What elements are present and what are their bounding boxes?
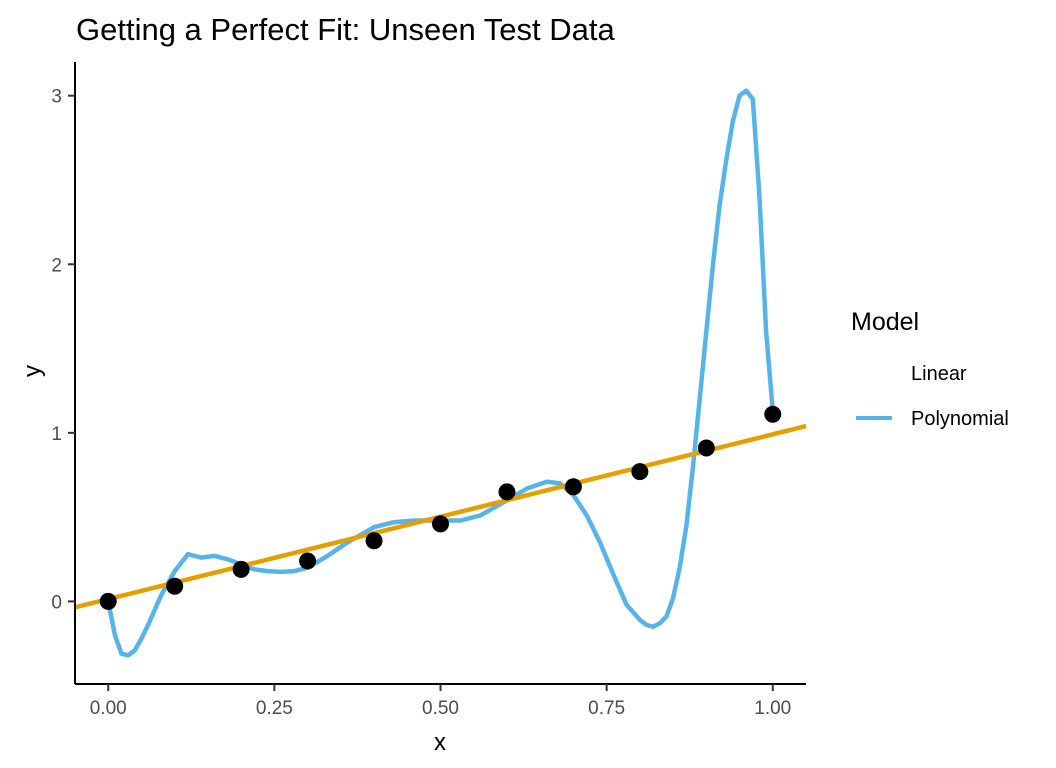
- data-point: [166, 577, 184, 595]
- x-tick-label: 0.50: [422, 698, 459, 719]
- x-axis-ticks: 0.00 0.25 0.50 0.75 1.00: [90, 684, 791, 719]
- legend: Model Linear Polynomial: [851, 308, 1009, 430]
- y-tick-label: 2: [51, 255, 62, 276]
- y-axis-ticks: 0 1 2 3: [51, 87, 75, 613]
- data-point: [299, 552, 317, 570]
- data-point: [764, 405, 782, 423]
- legend-label-linear: Linear: [911, 363, 967, 385]
- data-point: [99, 592, 117, 610]
- legend-label-polynomial: Polynomial: [911, 408, 1009, 430]
- polynomial-layer: [105, 88, 776, 658]
- data-point: [564, 478, 582, 496]
- data-point: [365, 532, 383, 550]
- y-tick-label: 3: [51, 87, 62, 108]
- data-point: [432, 515, 449, 533]
- data-point: [498, 483, 516, 501]
- series-line-polynomial: [105, 88, 776, 658]
- x-tick-label: 0.25: [256, 698, 293, 719]
- x-tick-label: 1.00: [754, 698, 791, 719]
- x-axis-title: x: [434, 729, 446, 756]
- data-point: [697, 439, 715, 457]
- x-tick-label: 0.00: [90, 698, 127, 719]
- data-point: [232, 560, 250, 578]
- data-point: [631, 463, 649, 481]
- y-axis-title: y: [19, 365, 46, 377]
- x-tick-label: 0.75: [588, 698, 625, 719]
- y-tick-label: 0: [51, 592, 62, 613]
- y-tick-label: 1: [51, 424, 62, 445]
- points-layer: [99, 405, 782, 610]
- legend-title: Model: [851, 308, 919, 336]
- chart-title: Getting a Perfect Fit: Unseen Test Data: [76, 12, 616, 47]
